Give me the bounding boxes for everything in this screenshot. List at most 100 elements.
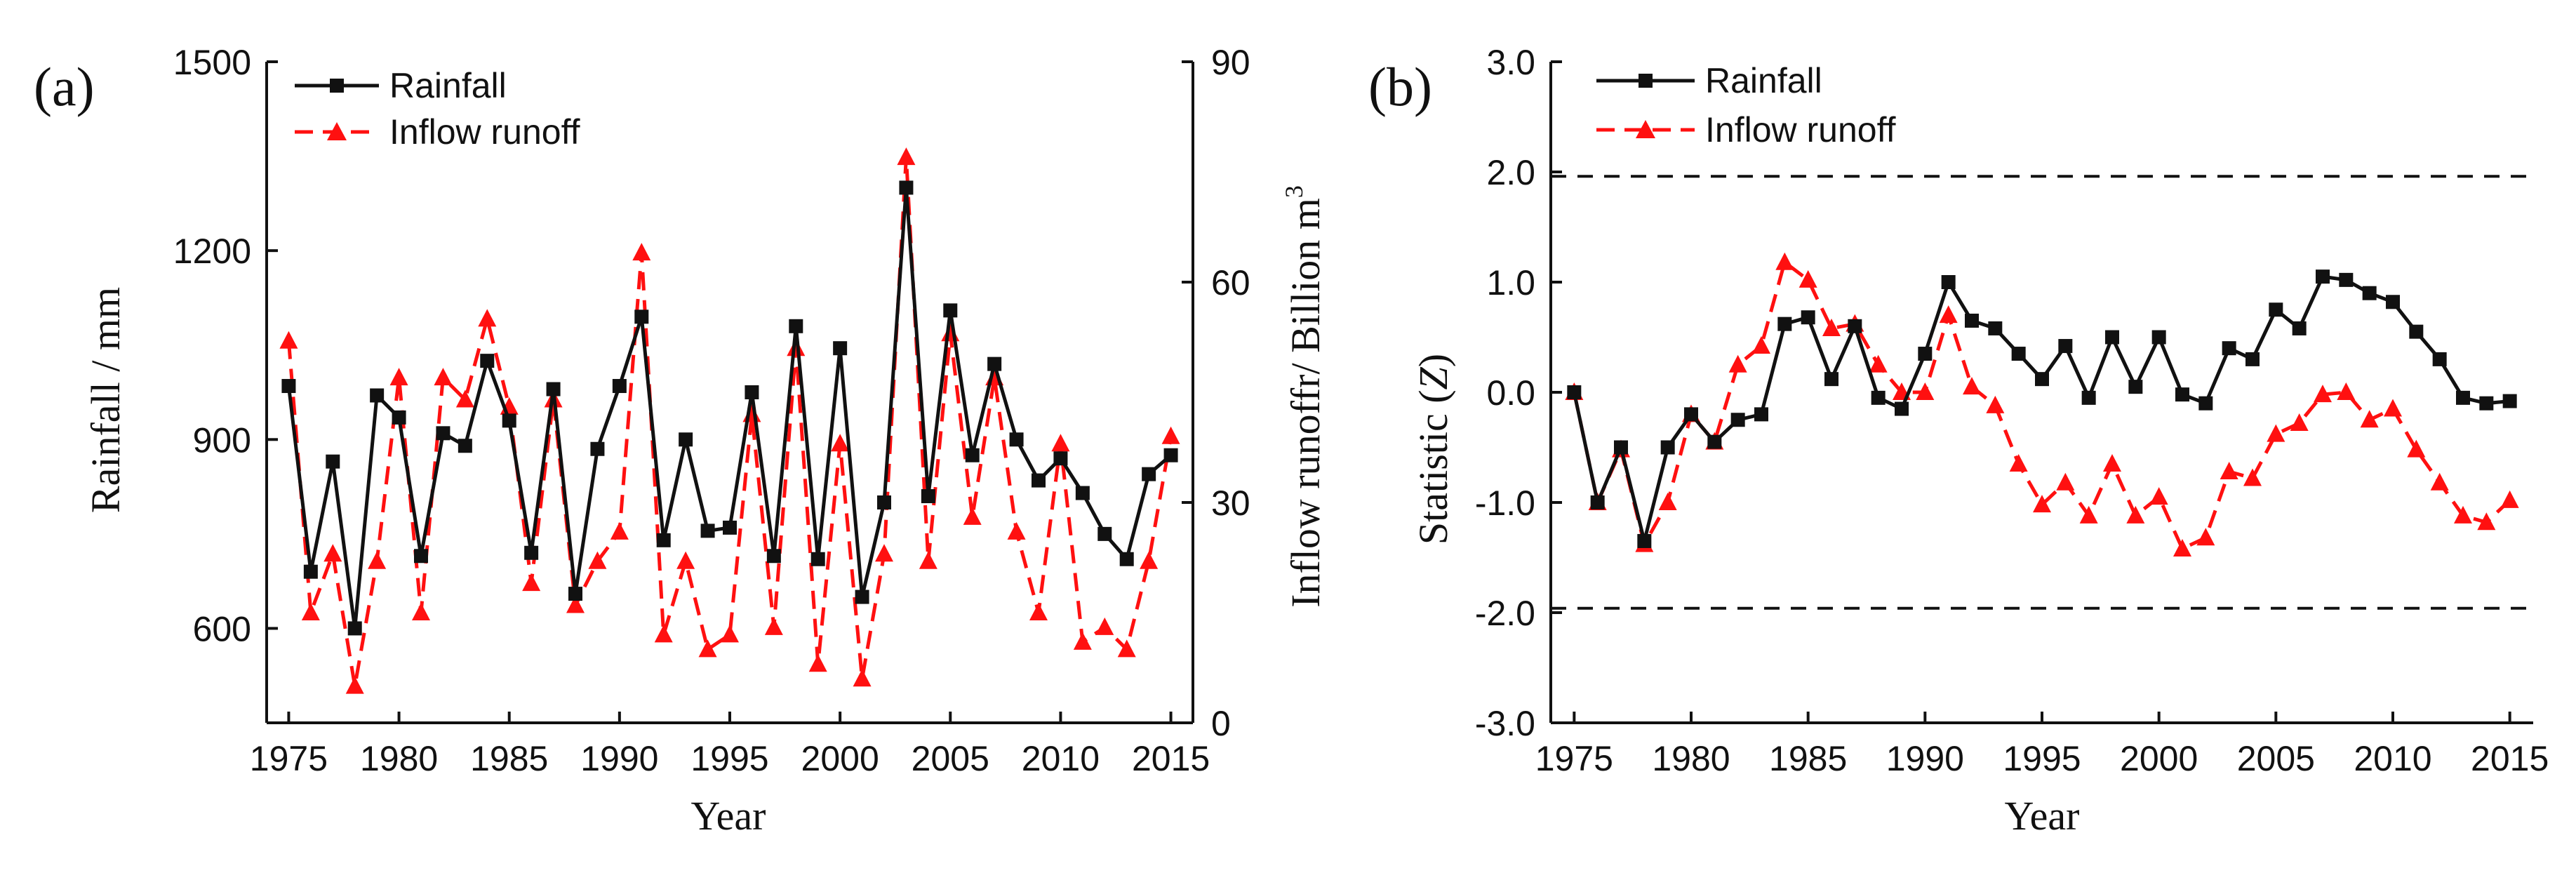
panel-a-x-tick-label: 1990 [580, 739, 658, 778]
panel-a-rainfall-point [480, 354, 495, 368]
panel-a-rainfall-point [502, 413, 516, 428]
panel-b-runoff-point [1939, 305, 1958, 324]
panel-a-rainfall-runoff-series: (a) Rainfall / mm Inflow runoffr/ Billio… [34, 43, 1328, 839]
panel-b-x-tick-label: 2015 [2471, 739, 2549, 778]
panel-b-rainfall-point [2105, 330, 2119, 345]
panel-a-runoff-point [787, 338, 806, 356]
panel-a-y-axis-title: Rainfall / mm [83, 287, 128, 513]
panel-a-runoff-point [1140, 551, 1159, 569]
panel-b-rainfall-point [2011, 347, 2026, 361]
panel-b-runoff-point [2407, 439, 2426, 458]
panel-b-rainfall-point [2456, 390, 2470, 405]
panel-b-runoff-point [1822, 318, 1841, 336]
panel-b-x-tick-label: 1990 [1886, 739, 1964, 778]
panel-b-runoff-point [2149, 487, 2168, 505]
panel-b-runoff-point [1658, 493, 1677, 510]
panel-a-rainfall-point [1009, 432, 1024, 447]
panel-a-x-tick-label: 2010 [1022, 739, 1100, 778]
panel-a-runoff-point [875, 544, 893, 562]
panel-a-rainfall-point [899, 180, 914, 195]
panel-a-runoff-point [412, 603, 430, 620]
panel-a-runoff-point [323, 544, 342, 562]
panel-b-runoff-point [2267, 424, 2285, 442]
panel-a-rainfall-point [943, 303, 958, 318]
panel-a-rainfall-point [1053, 451, 1068, 466]
panel-b-rainfall-point [1637, 533, 1652, 548]
panel-b-x-tick-label: 2005 [2237, 739, 2315, 778]
panel-b-x-tick-label: 1995 [2003, 739, 2081, 778]
panel-a-x-tick-label: 2005 [912, 739, 989, 778]
panel-b-legend-runoff-label: Inflow runoff [1705, 110, 1896, 149]
panel-a-runoff-point [588, 551, 607, 569]
panel-a-rainfall-point [1142, 467, 1156, 481]
panel-a-x-tick-label: 1975 [250, 739, 328, 778]
panel-a-runoff-point [963, 507, 982, 525]
panel-a-runoff-point [742, 404, 761, 422]
panel-b-label: (b) [1368, 56, 1432, 117]
panel-b-rainfall-point [1918, 347, 1933, 361]
panel-a-rainfall-point [987, 356, 1002, 371]
panel-b-runoff-point [2103, 454, 2121, 472]
panel-b-y-tick-label: -1.0 [1475, 484, 1535, 523]
panel-a-rainfall-point [347, 621, 362, 636]
panel-b-rainfall-point [2245, 352, 2260, 366]
panel-b-rainfall-point [1965, 313, 1979, 328]
panel-a-runoff-point [455, 389, 474, 408]
panel-b-runoff-point [2079, 505, 2098, 524]
panel-a-rainfall-point [370, 388, 385, 403]
panel-a-rainfall-point [656, 533, 671, 547]
panel-b-rainfall-point [2128, 380, 2143, 394]
panel-a-runoff-point [478, 309, 497, 327]
panel-a-y2-tick-label: 30 [1211, 484, 1250, 523]
panel-b-y-tick-label: -2.0 [1475, 594, 1535, 633]
panel-b-runoff-point [1752, 336, 1770, 354]
panel-a-rainfall-point [436, 426, 451, 441]
panel-b-runoff-point [2337, 382, 2356, 400]
panel-b-rainfall-point [2035, 372, 2049, 387]
panel-a-rainfall-point [921, 489, 935, 504]
panel-a-rainfall-point [414, 549, 428, 564]
panel-b-rainfall-point [1684, 407, 1698, 422]
panel-a-rainfall-point [546, 382, 561, 396]
panel-a-legend: Rainfall Inflow runoff [295, 66, 580, 152]
panel-b-runoff-point [2290, 413, 2309, 431]
panel-b-legend-runoff-marker [1636, 120, 1655, 138]
panel-b-rainfall-point [2292, 321, 2307, 335]
panel-a-y2-tick-label: 60 [1211, 263, 1250, 302]
panel-b-runoff-point [1775, 252, 1794, 270]
panel-b-runoff-point [2360, 410, 2379, 428]
panel-b-runoff-point [2500, 490, 2519, 508]
panel-a-x-tick-label: 2015 [1132, 739, 1210, 778]
panel-a-runoff-point [345, 676, 364, 694]
panel-b-rainfall-point [2316, 269, 2330, 284]
panel-a-runoff-point [764, 617, 783, 635]
panel-b-runoff-point [1986, 395, 2005, 413]
panel-b-rainfall-point [2081, 390, 2096, 405]
panel-a-runoff-point [279, 331, 298, 349]
panel-a-y-tick-label: 900 [193, 420, 251, 460]
panel-b-rainfall-point [1988, 321, 2003, 335]
panel-a-rainfall-point [700, 524, 715, 538]
panel-b-rainfall-point [1614, 440, 1628, 455]
panel-b-runoff-point [2454, 505, 2472, 524]
panel-a-rainfall-point [1163, 448, 1178, 462]
panel-a-runoff-point [831, 434, 850, 452]
panel-b-ticks: 1975 1980 1985 1990 1995 2000 2005 2010 2015 3.0 2… [1475, 43, 2549, 778]
panel-a-x-tick-label: 1985 [470, 739, 548, 778]
panel-b-legend: Rainfall Inflow runoff [1596, 61, 1896, 149]
panel-a-y2-tick-label: 90 [1211, 43, 1250, 82]
panel-b-rainfall-point [2409, 324, 2424, 339]
panel-b-axes [1549, 62, 2533, 724]
panel-a-rainfall-point [458, 439, 472, 453]
panel-a-rainfall-point [766, 549, 781, 564]
panel-a-runoff-point [389, 368, 408, 386]
panel-a-runoff-point [1073, 632, 1092, 650]
panel-a-rainfall-point [524, 545, 539, 560]
panel-b-rainfall-point [1660, 440, 1675, 455]
panel-a-rainfall-point [1119, 552, 1134, 566]
panel-a-y2-axis-title: Inflow runoffr/ Billion m3 [1280, 185, 1328, 608]
panel-b-rainfall-point [2222, 341, 2236, 356]
panel-a-runoff-point [610, 521, 629, 540]
panel-a-runoff-point [301, 603, 320, 620]
panel-a-runoff-point [721, 625, 739, 643]
